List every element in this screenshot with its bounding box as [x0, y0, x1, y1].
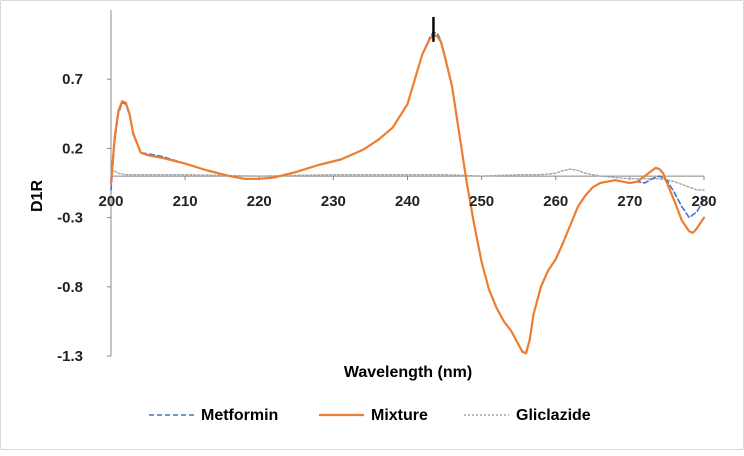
y-axis-title: D1R: [29, 180, 46, 212]
y-tick-label: 0.7: [62, 71, 83, 88]
x-tick-label: 200: [98, 193, 123, 210]
x-tick-label: 250: [469, 193, 494, 210]
y-tick-label: -1.3: [57, 348, 83, 365]
x-axis-title: Wavelength (nm): [344, 364, 472, 381]
x-tick-label: 260: [543, 193, 568, 210]
x-tick-label: 230: [321, 193, 346, 210]
x-tick-label: 240: [395, 193, 420, 210]
x-tick-label: 220: [247, 193, 272, 210]
series-line-gliclazide: [110, 168, 705, 191]
y-tick-label: -0.8: [57, 279, 83, 296]
x-tick-label: 280: [691, 193, 716, 210]
chart-legend: Metformin Mixture Gliclazide: [149, 407, 591, 424]
x-tick-label: 270: [617, 193, 642, 210]
legend-label-gliclazide: Gliclazide: [516, 407, 591, 424]
x-tick-label: 210: [173, 193, 198, 210]
legend-label-metformin: Metformin: [201, 407, 278, 424]
y-tick-label: 0.2: [62, 140, 83, 157]
series-line-metformin: [110, 31, 705, 353]
series-line-mixture: [109, 33, 706, 355]
y-tick-label: -0.3: [57, 210, 83, 227]
legend-label-mixture: Mixture: [371, 407, 428, 424]
